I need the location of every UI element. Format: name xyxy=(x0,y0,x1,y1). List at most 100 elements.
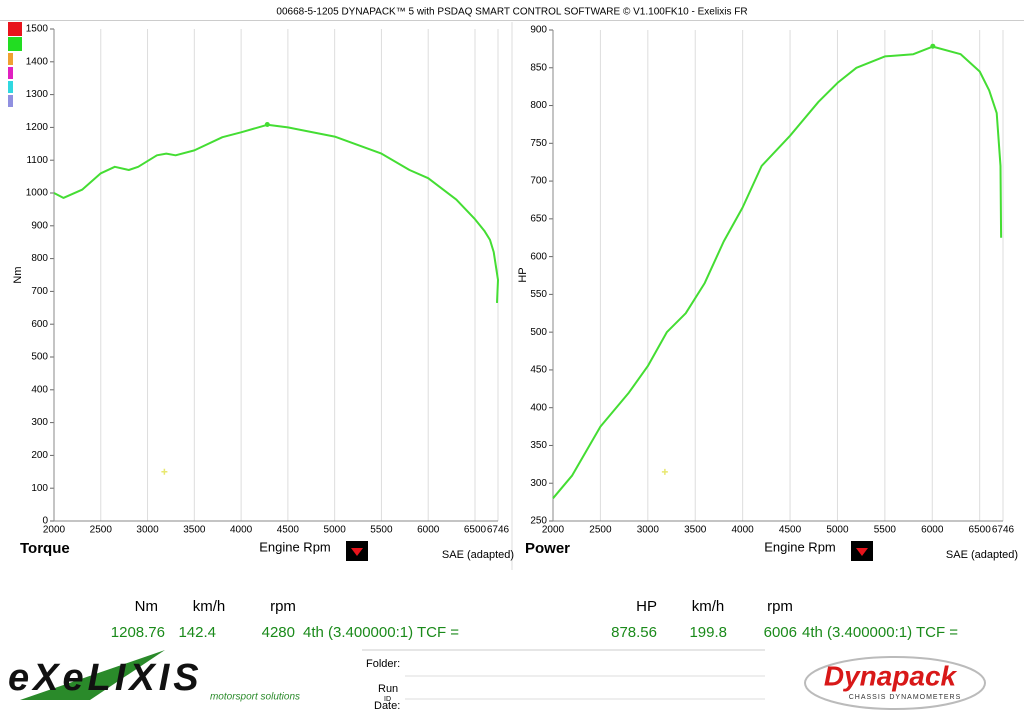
peak-marker xyxy=(930,43,936,49)
y-tick-label: 1200 xyxy=(26,122,49,133)
y-tick-label: 300 xyxy=(530,478,547,489)
readout-header: HP xyxy=(636,598,657,615)
readout-header: km/h xyxy=(692,598,725,615)
cursor-marker xyxy=(661,468,668,475)
readout-header: Nm xyxy=(135,598,158,615)
peak-marker xyxy=(264,122,270,128)
swatch xyxy=(8,81,13,93)
axis-dropdown[interactable] xyxy=(346,541,368,561)
y-axis-label: HP xyxy=(517,267,529,282)
y-tick-label: 400 xyxy=(31,384,48,395)
run-label: Run xyxy=(378,683,398,695)
y-tick-label: 550 xyxy=(530,289,547,300)
y-tick-label: 450 xyxy=(530,365,547,376)
y-tick-label: 850 xyxy=(530,62,547,73)
y-tick-label: 600 xyxy=(31,319,48,330)
x-axis-label: Engine Rpm xyxy=(764,539,836,554)
exelixis-logo: eXeLIXIS motorsport solutions xyxy=(8,650,300,703)
y-tick-label: 1000 xyxy=(26,188,49,199)
date-label: Date: xyxy=(374,700,400,712)
readout-header: rpm xyxy=(270,598,296,615)
header-title: 00668-5-1205 DYNAPACK™ 5 with PSDAQ SMAR… xyxy=(276,7,747,18)
x-tick-label: 5500 xyxy=(874,525,897,536)
x-tick-label: 5000 xyxy=(324,525,347,536)
folder-label: Folder: xyxy=(366,658,400,670)
y-tick-label: 200 xyxy=(31,450,48,461)
y-tick-label: 1400 xyxy=(26,56,49,67)
series-line xyxy=(552,45,1003,499)
x-tick-label: 4000 xyxy=(732,525,755,536)
readout-left: Nm km/h rpm 1208.76 142.4 4280 4th (3.40… xyxy=(111,598,460,641)
y-tick-label: 700 xyxy=(31,286,48,297)
note: SAE (adapted) xyxy=(442,549,514,561)
y-tick-label: 700 xyxy=(530,176,547,187)
run-info: Folder: Run ID Date: xyxy=(362,649,765,712)
readout-gear: 4th (3.400000:1) TCF = xyxy=(303,624,459,641)
chart-title: Power xyxy=(525,540,570,557)
x-tick-label: 4500 xyxy=(779,525,802,536)
readout-value: 1208.76 xyxy=(111,624,165,641)
y-tick-label: 800 xyxy=(31,253,48,264)
color-swatches xyxy=(8,22,22,107)
x-tick-label: 6000 xyxy=(417,525,440,536)
y-tick-label: 500 xyxy=(31,352,48,363)
x-tick-label: 3500 xyxy=(684,525,707,536)
y-tick-label: 400 xyxy=(530,402,547,413)
readout-header: rpm xyxy=(767,598,793,615)
readout-value: 142.4 xyxy=(178,624,216,641)
y-axis-label: Nm xyxy=(12,266,24,283)
x-tick-label: 3500 xyxy=(183,525,206,536)
x-tick-label: 6746 xyxy=(487,525,510,536)
readout-value: 6006 xyxy=(764,624,797,641)
swatch xyxy=(8,22,22,36)
y-tick-label: 1300 xyxy=(26,89,49,100)
readout-value: 4280 xyxy=(262,624,295,641)
readout-right: HP km/h rpm 878.56 199.8 6006 4th (3.400… xyxy=(611,598,958,641)
x-tick-label: 2000 xyxy=(43,525,66,536)
swatch xyxy=(8,37,22,51)
y-tick-label: 250 xyxy=(530,516,547,527)
y-tick-label: 650 xyxy=(530,213,547,224)
readout-value: 199.8 xyxy=(689,624,727,641)
x-tick-label: 4500 xyxy=(277,525,300,536)
y-tick-label: 500 xyxy=(530,327,547,338)
y-tick-label: 900 xyxy=(31,220,48,231)
y-tick-label: 1100 xyxy=(26,155,48,166)
readout-value: 878.56 xyxy=(611,624,657,641)
x-tick-label: 6500 xyxy=(969,525,992,536)
y-tick-label: 600 xyxy=(530,251,547,262)
brand-name: Dynapack xyxy=(824,660,958,691)
dynapack-logo: Dynapack CHASSIS DYNAMOMETERS xyxy=(804,656,986,710)
y-tick-label: 350 xyxy=(530,440,547,451)
y-tick-label: 1500 xyxy=(26,24,49,35)
x-tick-label: 3000 xyxy=(637,525,660,536)
y-tick-label: 0 xyxy=(42,516,48,527)
y-tick-label: 300 xyxy=(31,417,48,428)
readout-gear: 4th (3.400000:1) TCF = xyxy=(802,624,958,641)
x-tick-label: 6500 xyxy=(464,525,487,536)
series-line xyxy=(53,123,499,303)
x-tick-label: 6000 xyxy=(921,525,944,536)
chart-title: Torque xyxy=(20,540,70,557)
swatch xyxy=(8,67,13,79)
id-label: ID xyxy=(384,696,391,703)
logo-swoosh xyxy=(20,650,165,700)
y-tick-label: 750 xyxy=(530,138,547,149)
note: SAE (adapted) xyxy=(946,549,1018,561)
logo-text: eXeLIXIS xyxy=(8,657,203,699)
brand-tagline: CHASSIS DYNAMOMETERS xyxy=(849,694,962,701)
x-tick-label: 5000 xyxy=(826,525,849,536)
x-tick-label: 4000 xyxy=(230,525,253,536)
axis-dropdown[interactable] xyxy=(851,541,873,561)
y-tick-label: 100 xyxy=(31,483,48,494)
logo-tagline: motorsport solutions xyxy=(210,692,300,703)
y-tick-label: 800 xyxy=(530,100,547,111)
x-tick-label: 2000 xyxy=(542,525,565,536)
x-axis-label: Engine Rpm xyxy=(259,539,331,554)
x-tick-label: 3000 xyxy=(136,525,159,536)
header-rule xyxy=(0,20,1024,21)
readout-header: km/h xyxy=(193,598,226,615)
x-tick-label: 6746 xyxy=(992,525,1015,536)
cursor-marker xyxy=(161,468,168,475)
